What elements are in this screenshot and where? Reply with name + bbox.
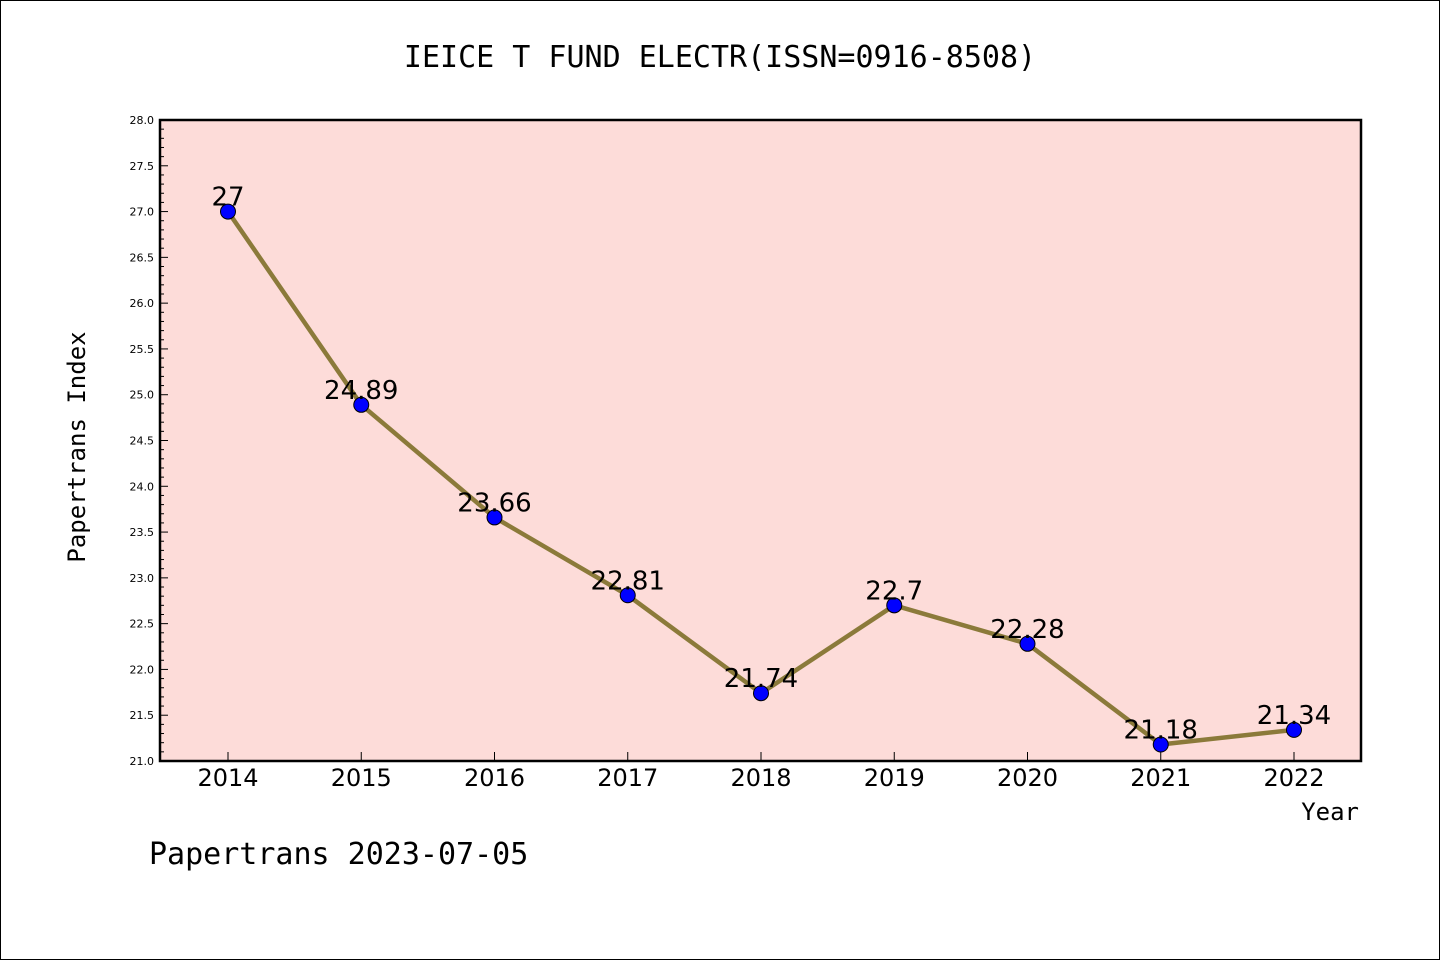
y-tick-label: 27.5 bbox=[130, 160, 155, 173]
y-tick-label: 24.5 bbox=[130, 435, 155, 448]
data-label: 23.66 bbox=[457, 488, 531, 518]
footer-text: Papertrans 2023-07-05 bbox=[149, 837, 528, 872]
y-tick-label: 28.0 bbox=[130, 114, 155, 127]
x-tick-label: 2022 bbox=[1263, 764, 1324, 792]
y-tick-label: 26.5 bbox=[130, 251, 155, 264]
data-point bbox=[1152, 736, 1169, 753]
y-axis-label-group: Papertrans Index bbox=[63, 331, 91, 562]
y-tick-label: 27.0 bbox=[130, 206, 155, 219]
y-tick-label: 25.5 bbox=[130, 343, 155, 356]
y-tick-label: 22.5 bbox=[130, 618, 155, 631]
y-tick-label: 23.5 bbox=[130, 526, 155, 539]
data-point bbox=[1286, 721, 1302, 738]
y-tick-label: 21.0 bbox=[130, 755, 155, 768]
data-label: 22.7 bbox=[865, 576, 923, 606]
data-point bbox=[886, 597, 903, 614]
x-tick-label: 2018 bbox=[730, 764, 791, 792]
data-label: 22.81 bbox=[591, 566, 665, 596]
y-tick-label: 25.0 bbox=[130, 389, 155, 402]
x-tick-label: 2021 bbox=[1130, 764, 1191, 792]
chart-title: IEICE T FUND ELECTR(ISSN=0916-8508) bbox=[404, 40, 1036, 75]
data-point bbox=[353, 396, 370, 413]
y-axis: 21.0 21.5 22.0 22.5 23.0 23.5 24.0 24.5 25.0 25.5… bbox=[130, 114, 168, 768]
x-tick-label: 2019 bbox=[864, 764, 925, 792]
plot-area bbox=[158, 118, 1363, 763]
data-label: 27 bbox=[211, 183, 244, 213]
x-tick-label: 2016 bbox=[464, 764, 525, 792]
x-tick-label: 2014 bbox=[197, 764, 258, 792]
data-label: 21.74 bbox=[724, 664, 798, 694]
y-tick-label: 26.0 bbox=[130, 297, 155, 310]
y-tick-label: 23.0 bbox=[130, 572, 155, 585]
y-tick-label: 22.0 bbox=[130, 663, 155, 676]
y-tick-label: 21.5 bbox=[130, 709, 155, 722]
data-point bbox=[619, 587, 636, 604]
data-point bbox=[486, 509, 503, 526]
data-point bbox=[753, 685, 769, 702]
y-tick-label: 24.0 bbox=[130, 480, 155, 493]
data-label: 22.28 bbox=[990, 615, 1064, 645]
x-tick-label: 2020 bbox=[997, 764, 1058, 792]
x-axis-label: Year bbox=[1301, 798, 1359, 826]
y-axis-label: Papertrans Index bbox=[63, 331, 91, 562]
series-group: 27 24.89 23.66 22.81 21.74 22.7 22.28 21.18 21.3… bbox=[211, 183, 1331, 753]
data-point bbox=[1019, 635, 1036, 652]
data-label: 21.34 bbox=[1257, 701, 1331, 731]
data-point bbox=[220, 203, 236, 220]
data-label: 24.89 bbox=[324, 376, 398, 406]
x-tick-label: 2017 bbox=[597, 764, 658, 792]
data-label: 21.18 bbox=[1124, 716, 1198, 746]
x-axis: 2014 2015 2016 2017 2018 2019 2020 2021 2022 bbox=[197, 752, 1325, 792]
x-tick-label: 2015 bbox=[331, 764, 392, 792]
